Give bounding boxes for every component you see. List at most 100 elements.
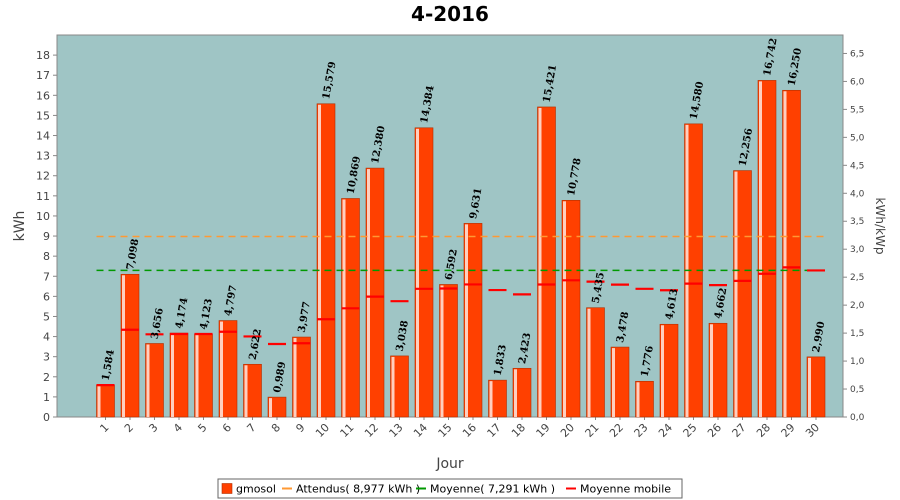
- x-tick-label: 5: [195, 421, 209, 435]
- y-tick-label: 5: [43, 310, 50, 323]
- bar: [463, 223, 483, 418]
- y-tick-label: 14: [36, 130, 50, 143]
- x-tick-label: 12: [362, 421, 381, 440]
- legend-swatch: [221, 483, 233, 494]
- x-tick-label: 30: [803, 421, 822, 440]
- legend-label: Moyenne mobile: [580, 483, 671, 496]
- bar-value-label: 1,833: [493, 344, 509, 377]
- x-tick-label: 10: [313, 421, 332, 440]
- y-tick-label: 3: [43, 351, 50, 364]
- bar-value-label: 4,613: [664, 288, 680, 321]
- y2-tick-label: 4,0: [850, 189, 865, 199]
- y2-tick-label: 0,0: [850, 413, 865, 423]
- x-tick-label: 16: [460, 421, 479, 440]
- legend-label: gmosol: [236, 483, 276, 496]
- x-tick-label: 7: [244, 421, 258, 435]
- bar-value-label: 5,435: [591, 271, 607, 304]
- bar-value-label: 7,098: [125, 238, 141, 271]
- moving-average-series: [96, 266, 825, 387]
- legend-item: Attendus( 8,977 kWh ): [282, 483, 420, 496]
- bar-value-label: 6,592: [444, 248, 460, 281]
- bar-value-label: 3,977: [297, 301, 313, 334]
- x-tick-label: 14: [411, 421, 430, 440]
- x-tick-label: 3: [146, 421, 160, 435]
- y2-tick-label: 5,0: [850, 133, 865, 143]
- bar: [194, 333, 213, 418]
- y-tick-label: 8: [43, 250, 50, 263]
- x-tick-label: 24: [656, 421, 675, 440]
- y-tick-label: 13: [36, 150, 50, 163]
- bar-value-label: 9,631: [468, 187, 484, 220]
- bar: [390, 355, 409, 418]
- bar: [610, 346, 630, 418]
- x-tick-label: 17: [485, 421, 504, 440]
- bar-value-label: 2,423: [517, 332, 533, 365]
- y-tick-label: 12: [36, 170, 50, 183]
- x-tick-label: 25: [681, 421, 700, 440]
- x-tick-label: 27: [730, 421, 749, 440]
- y2-tick-label: 0,5: [850, 385, 864, 395]
- y-axis-title: kWh: [12, 211, 28, 242]
- bar: [414, 127, 434, 418]
- bar: [782, 89, 801, 418]
- bar: [316, 103, 336, 418]
- y2-tick-label: 1,0: [850, 357, 865, 367]
- bar-value-label: 2,990: [811, 321, 827, 354]
- bar-value-label: 4,123: [199, 298, 215, 331]
- bar: [169, 332, 189, 418]
- y2-tick-label: 2,0: [850, 301, 865, 311]
- bar: [537, 106, 556, 418]
- x-tick-label: 23: [632, 421, 651, 440]
- x-axis: 1 2 3 4 5 6 7 8 9 10 11 12 13 14 15 16 17 18 19 20 21 22 23 24 2…: [97, 417, 822, 440]
- bar-value-label: 3,656: [150, 307, 166, 340]
- y2-tick-label: 2,5: [850, 273, 864, 283]
- bar-value-label: 2,622: [248, 328, 264, 361]
- legend: gmosol Attendus( 8,977 kWh ) Moyenne( 7,29…: [217, 478, 683, 499]
- x-tick-label: 26: [705, 421, 724, 440]
- bar: [365, 167, 385, 418]
- bar-value-label: 0,989: [272, 361, 288, 394]
- x-tick-label: 21: [583, 421, 602, 440]
- bar: [659, 323, 679, 418]
- y2-tick-label: 3,5: [850, 217, 864, 227]
- bar-value-label: 3,038: [395, 320, 411, 353]
- y-tick-label: 15: [36, 109, 50, 122]
- y-tick-label: 1: [43, 391, 50, 404]
- y-tick-label: 16: [36, 89, 50, 102]
- x-tick-label: 18: [509, 421, 528, 440]
- bar: [243, 363, 262, 418]
- bar-value-label: 4,662: [713, 287, 729, 320]
- legend-label: Attendus( 8,977 kWh ): [296, 483, 420, 496]
- bar: [267, 396, 287, 418]
- bar-value-label: 3,478: [615, 311, 631, 344]
- y-tick-label: 17: [36, 69, 50, 82]
- bar: [120, 273, 140, 418]
- legend-item: Moyenne( 7,291 kWh ): [416, 483, 555, 496]
- bar: [512, 367, 532, 418]
- legend-item: Moyenne mobile: [566, 483, 671, 496]
- x-tick-label: 13: [387, 421, 406, 440]
- x-tick-label: 9: [293, 421, 307, 435]
- x-axis-title: Jour: [435, 456, 464, 472]
- bar-value-label: 1,776: [640, 345, 656, 378]
- bar-value-label: 1,584: [101, 349, 117, 382]
- bar: [145, 343, 164, 418]
- y2-tick-label: 6,0: [850, 77, 865, 87]
- legend-label: Moyenne( 7,291 kWh ): [430, 483, 555, 496]
- bar: [708, 322, 728, 418]
- y-tick-label: 18: [36, 49, 50, 62]
- bar: [488, 379, 507, 418]
- y2-tick-label: 4,5: [850, 161, 864, 171]
- y-tick-label: 6: [43, 290, 50, 303]
- x-tick-label: 20: [558, 421, 577, 440]
- y-tick-label: 11: [36, 190, 50, 203]
- bar: [635, 380, 654, 418]
- x-tick-label: 8: [269, 421, 283, 435]
- y-tick-label: 9: [43, 230, 50, 243]
- x-tick-label: 22: [607, 421, 626, 440]
- bar: [733, 170, 752, 418]
- bar: [218, 320, 238, 418]
- y2-tick-label: 1,5: [850, 329, 864, 339]
- y2-tick-label: 6,5: [850, 49, 864, 59]
